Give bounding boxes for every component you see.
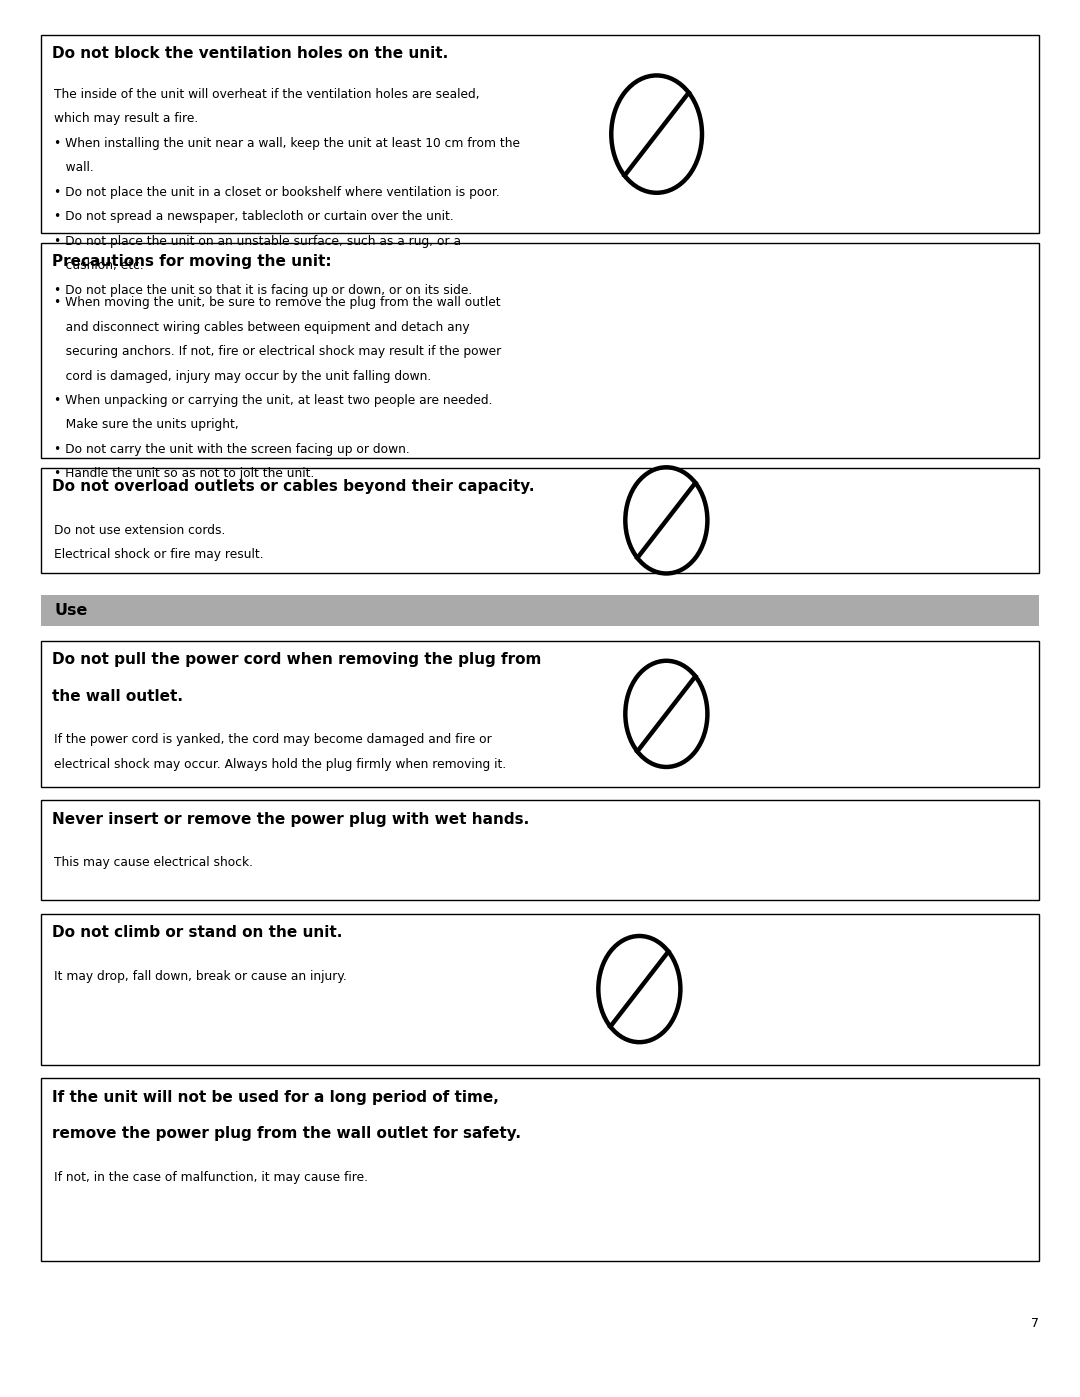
FancyBboxPatch shape: [41, 914, 1039, 1065]
Text: Do not pull the power cord when removing the plug from: Do not pull the power cord when removing…: [52, 652, 541, 668]
Text: This may cause electrical shock.: This may cause electrical shock.: [54, 856, 253, 869]
FancyBboxPatch shape: [41, 641, 1039, 787]
Text: If the power cord is yanked, the cord may become damaged and fire or: If the power cord is yanked, the cord ma…: [54, 733, 491, 746]
Text: Do not use extension cords.: Do not use extension cords.: [54, 524, 226, 536]
Text: • When unpacking or carrying the unit, at least two people are needed.: • When unpacking or carrying the unit, a…: [54, 394, 492, 407]
Text: The inside of the unit will overheat if the ventilation holes are sealed,: The inside of the unit will overheat if …: [54, 88, 480, 101]
FancyBboxPatch shape: [41, 35, 1039, 233]
Text: Electrical shock or fire may result.: Electrical shock or fire may result.: [54, 549, 264, 562]
FancyBboxPatch shape: [41, 468, 1039, 573]
Text: cushion, etc.: cushion, etc.: [54, 258, 144, 272]
Text: securing anchors. If not, fire or electrical shock may result if the power: securing anchors. If not, fire or electr…: [54, 345, 501, 358]
Text: 7: 7: [1031, 1317, 1039, 1330]
Text: the wall outlet.: the wall outlet.: [52, 689, 183, 704]
Text: • Do not place the unit in a closet or bookshelf where ventilation is poor.: • Do not place the unit in a closet or b…: [54, 186, 500, 198]
FancyBboxPatch shape: [41, 800, 1039, 900]
Text: Do not block the ventilation holes on the unit.: Do not block the ventilation holes on th…: [52, 46, 448, 61]
Text: • When moving the unit, be sure to remove the plug from the wall outlet: • When moving the unit, be sure to remov…: [54, 296, 501, 309]
Text: electrical shock may occur. Always hold the plug firmly when removing it.: electrical shock may occur. Always hold …: [54, 757, 507, 771]
Text: • Do not carry the unit with the screen facing up or down.: • Do not carry the unit with the screen …: [54, 443, 409, 455]
Text: Do not climb or stand on the unit.: Do not climb or stand on the unit.: [52, 925, 342, 940]
FancyBboxPatch shape: [41, 243, 1039, 458]
Text: Do not overload outlets or cables beyond their capacity.: Do not overload outlets or cables beyond…: [52, 479, 535, 495]
Text: If not, in the case of malfunction, it may cause fire.: If not, in the case of malfunction, it m…: [54, 1171, 368, 1183]
Text: • When installing the unit near a wall, keep the unit at least 10 cm from the: • When installing the unit near a wall, …: [54, 137, 519, 149]
Text: If the unit will not be used for a long period of time,: If the unit will not be used for a long …: [52, 1090, 499, 1105]
Text: Use: Use: [54, 604, 87, 617]
Text: • Handle the unit so as not to jolt the unit.: • Handle the unit so as not to jolt the …: [54, 467, 314, 481]
Text: and disconnect wiring cables between equipment and detach any: and disconnect wiring cables between equ…: [54, 321, 470, 334]
Text: which may result a fire.: which may result a fire.: [54, 113, 199, 126]
FancyBboxPatch shape: [41, 1078, 1039, 1261]
Text: • Do not spread a newspaper, tablecloth or curtain over the unit.: • Do not spread a newspaper, tablecloth …: [54, 210, 454, 224]
Text: • Do not place the unit on an unstable surface, such as a rug, or a: • Do not place the unit on an unstable s…: [54, 235, 461, 247]
Text: Make sure the units upright,: Make sure the units upright,: [54, 418, 239, 432]
Text: wall.: wall.: [54, 162, 94, 175]
Text: remove the power plug from the wall outlet for safety.: remove the power plug from the wall outl…: [52, 1126, 521, 1141]
Text: It may drop, fall down, break or cause an injury.: It may drop, fall down, break or cause a…: [54, 970, 347, 982]
Text: • Do not place the unit so that it is facing up or down, or on its side.: • Do not place the unit so that it is fa…: [54, 284, 472, 296]
Text: Never insert or remove the power plug with wet hands.: Never insert or remove the power plug wi…: [52, 812, 529, 827]
Text: Precautions for moving the unit:: Precautions for moving the unit:: [52, 254, 332, 270]
Text: cord is damaged, injury may occur by the unit falling down.: cord is damaged, injury may occur by the…: [54, 369, 431, 383]
FancyBboxPatch shape: [41, 595, 1039, 626]
